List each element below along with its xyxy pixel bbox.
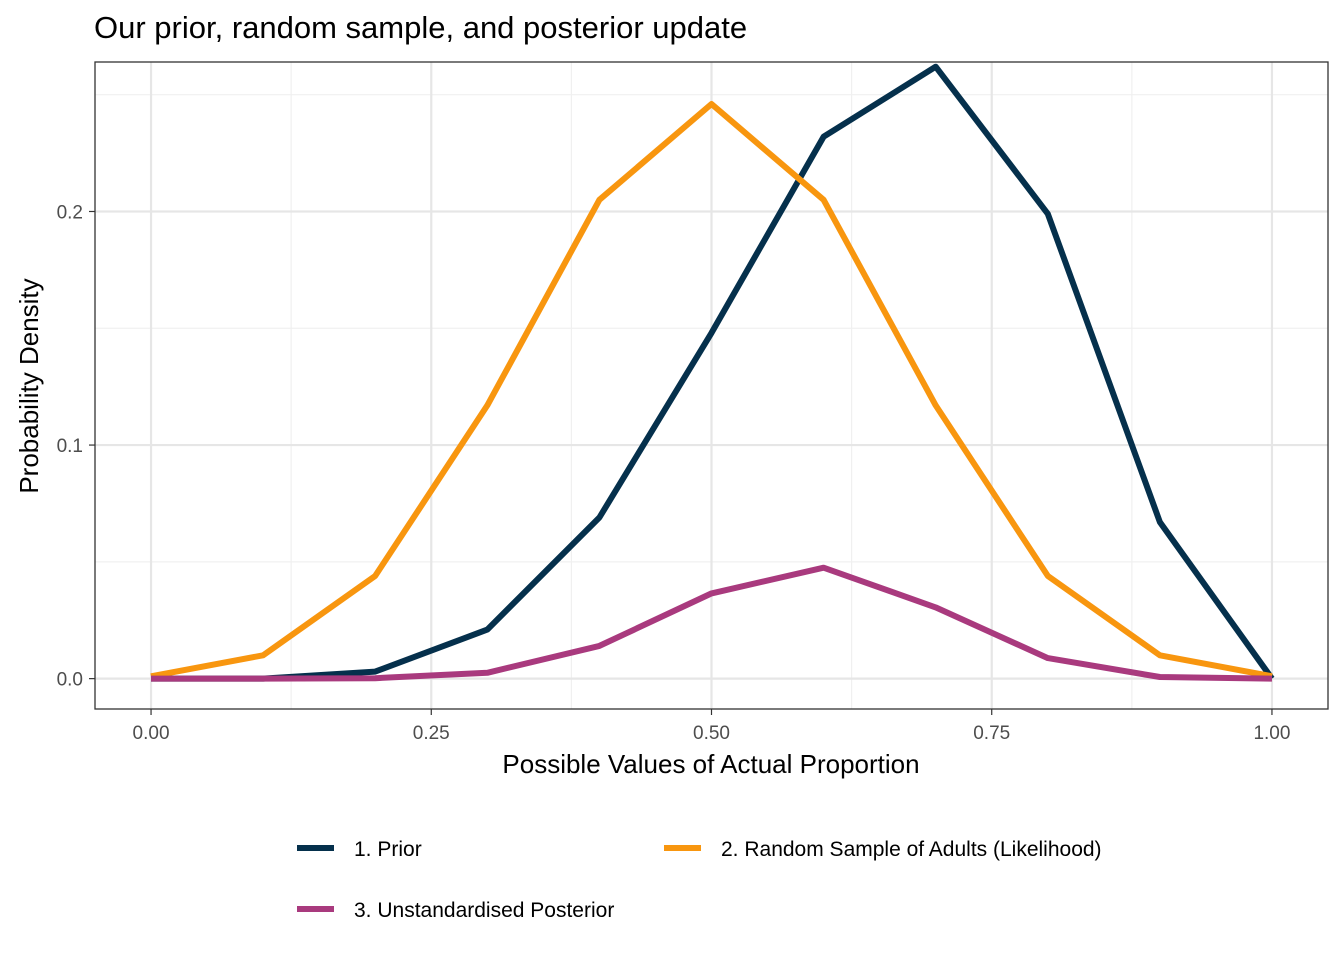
legend: 1. Prior 2. Random Sample of Adults (Like…: [297, 838, 1102, 922]
y-axis-title: Probability Density: [14, 278, 44, 493]
legend-label: 3. Unstandardised Posterior: [354, 899, 614, 922]
chart-title: Our prior, random sample, and posterior …: [94, 10, 747, 45]
series-line-2: [150, 101, 1273, 680]
y-tick-label: 0.1: [57, 436, 83, 457]
x-tick-label: 1.00: [1253, 723, 1290, 744]
y-tick-label: 0.2: [57, 202, 83, 223]
legend-label: 2. Random Sample of Adults (Likelihood): [721, 838, 1102, 861]
legend-item-2: 2. Random Sample of Adults (Likelihood): [664, 838, 1102, 861]
series-line-1: [151, 63, 1275, 682]
x-tick-label: 0.75: [973, 723, 1010, 744]
x-axis-title: Possible Values of Actual Proportion: [502, 749, 919, 779]
x-tick-label: 0.50: [693, 723, 730, 744]
y-tick-label: 0.0: [57, 670, 83, 691]
legend-label: 1. Prior: [354, 838, 422, 861]
x-tick-label: 0.25: [413, 723, 450, 744]
legend-item-3: 3. Unstandardised Posterior: [297, 899, 614, 922]
series-line-3: [151, 564, 1273, 682]
grid-lines: [95, 62, 1328, 709]
x-tick-label: 0.00: [133, 723, 170, 744]
axes: 0.00 0.25 0.50 0.75 1.00 0.0 0.1 0.2: [57, 202, 1291, 744]
legend-item-1: 1. Prior: [297, 838, 422, 861]
series-lines: [150, 63, 1275, 682]
